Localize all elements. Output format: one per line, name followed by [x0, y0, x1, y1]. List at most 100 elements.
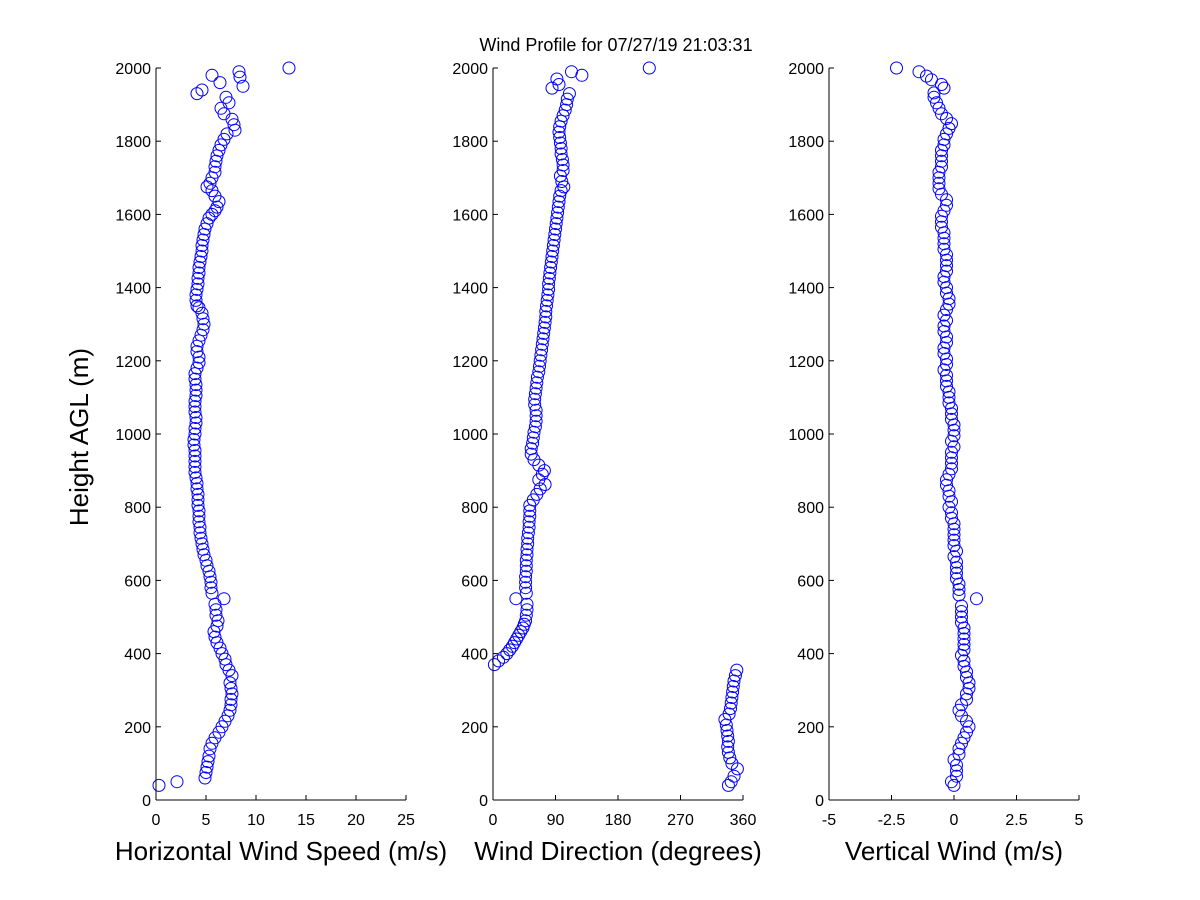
data-point — [950, 769, 963, 783]
data-point — [192, 504, 206, 518]
data-point — [203, 742, 217, 756]
data-point — [558, 103, 572, 117]
data-point — [937, 308, 951, 322]
data-point — [722, 707, 736, 721]
data-point — [940, 253, 953, 267]
data-point — [940, 259, 953, 273]
data-point — [223, 703, 237, 717]
data-point — [962, 720, 976, 734]
data-point — [188, 454, 202, 468]
data-point — [553, 189, 567, 203]
data-point — [220, 127, 234, 141]
series-direction — [487, 61, 744, 792]
y-tick-label: 2000 — [788, 61, 824, 78]
data-point — [942, 396, 956, 410]
data-point — [529, 414, 543, 428]
panel-direction: 0 200 400 600 800 1000 1200 1400 1600 1800 2000 0 90… — [452, 61, 761, 866]
data-point — [487, 658, 501, 672]
data-point — [232, 65, 246, 79]
data-point — [195, 239, 209, 252]
data-point — [519, 581, 533, 595]
data-point — [528, 392, 542, 406]
y-tick-label: 1200 — [115, 354, 151, 371]
data-point — [193, 520, 207, 534]
data-point — [930, 96, 943, 110]
y-tick-label: 400 — [461, 647, 488, 664]
data-point — [555, 153, 569, 166]
y-tick-label: 1600 — [788, 207, 824, 224]
data-point — [957, 632, 971, 646]
y-tick-label: 1400 — [452, 281, 488, 298]
data-point — [935, 154, 948, 168]
data-point — [537, 326, 551, 340]
data-point — [947, 429, 961, 443]
data-point — [503, 643, 517, 657]
data-point — [189, 293, 203, 307]
data-point — [192, 266, 206, 280]
y-tick-label: 1800 — [115, 134, 151, 151]
data-point — [188, 460, 202, 474]
data-point — [945, 456, 958, 470]
data-point — [940, 264, 953, 278]
data-point — [224, 692, 238, 706]
data-point — [203, 176, 217, 190]
data-point — [940, 379, 953, 393]
data-point — [195, 83, 209, 97]
data-point — [219, 90, 233, 104]
data-point — [952, 583, 966, 596]
x-tick-label: 15 — [297, 812, 315, 829]
data-point — [191, 487, 205, 501]
data-point — [947, 440, 961, 454]
data-point — [945, 445, 958, 459]
data-point — [945, 117, 958, 131]
data-point — [555, 175, 569, 188]
y-tick-label: 0 — [479, 793, 488, 810]
data-point — [189, 411, 203, 424]
data-point — [225, 687, 239, 701]
y-tick-label: 1800 — [452, 134, 488, 151]
data-point — [940, 368, 953, 382]
data-point — [528, 420, 542, 434]
data-point — [217, 592, 231, 606]
data-point — [197, 548, 211, 562]
data-point — [955, 616, 968, 629]
y-tick-label: 1400 — [788, 281, 824, 298]
x-tick-label: -5 — [822, 812, 836, 829]
data-point — [549, 217, 563, 231]
data-point — [942, 500, 956, 514]
data-point — [529, 381, 543, 395]
data-point — [541, 288, 555, 302]
data-point — [932, 182, 946, 196]
data-point — [957, 638, 971, 651]
data-point — [224, 698, 238, 712]
data-point — [215, 647, 229, 661]
data-point — [947, 753, 961, 767]
data-point — [530, 370, 544, 384]
data-point — [725, 691, 739, 704]
data-point — [188, 449, 202, 463]
x-tick-label: 5 — [1075, 812, 1084, 829]
data-point — [194, 250, 208, 263]
data-point — [524, 442, 538, 456]
data-point — [189, 389, 203, 403]
data-point — [550, 211, 564, 225]
data-point — [208, 160, 222, 174]
data-point — [190, 282, 204, 296]
data-point — [947, 528, 961, 542]
data-point — [197, 317, 211, 331]
data-point — [970, 592, 983, 606]
data-point — [552, 78, 566, 91]
data-point — [721, 778, 735, 792]
data-point — [528, 387, 542, 401]
data-point — [720, 724, 734, 737]
data-point — [556, 164, 570, 177]
data-point — [190, 482, 204, 496]
data-point — [192, 509, 206, 523]
data-point — [549, 222, 562, 236]
y-tick-label: 800 — [797, 500, 824, 517]
data-point — [530, 376, 544, 390]
data-point — [545, 81, 559, 95]
data-point — [227, 118, 241, 132]
data-point — [190, 345, 204, 359]
data-point — [955, 610, 968, 624]
